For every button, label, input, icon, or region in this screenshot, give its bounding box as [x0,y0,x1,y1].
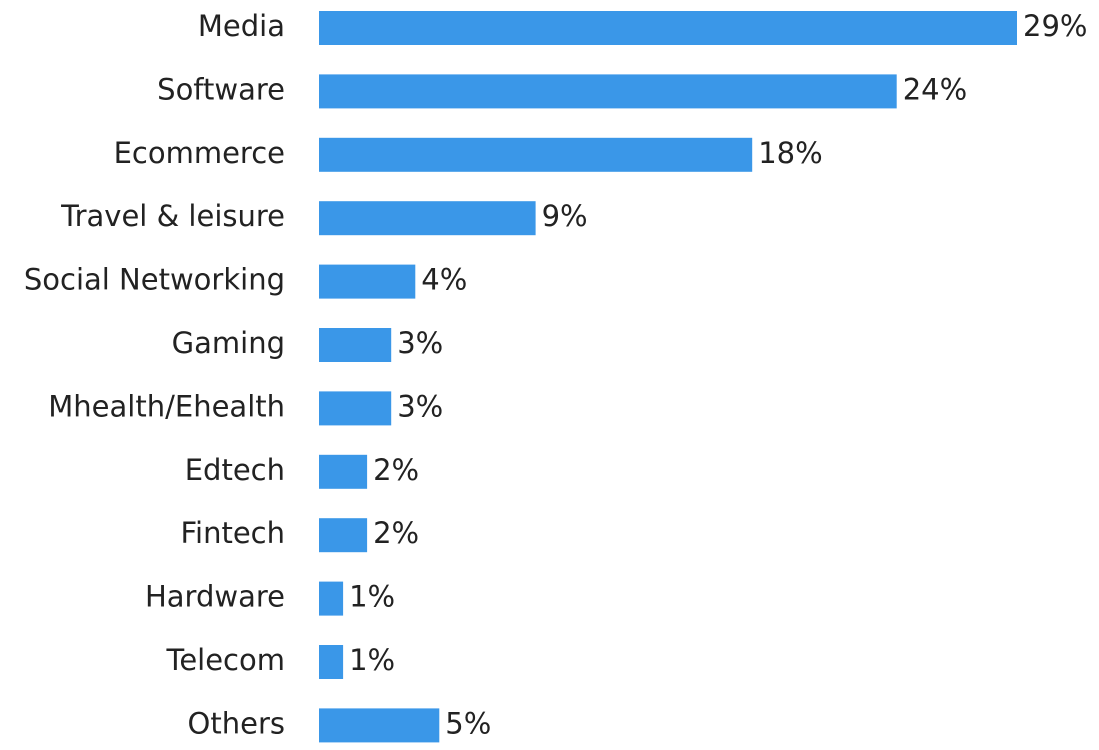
category-label-others: Others [188,706,285,740]
value-label-social-networking: 4% [421,263,467,297]
bar-gaming [319,328,392,362]
bar-others [319,708,440,743]
category-label-telecom: Telecom [166,643,285,677]
value-label-travel-leisure: 9% [542,199,588,233]
value-labels-group: 29% 24% 18% 9% 4% 3% 3% 2% 2% 1% 1% 5% [349,9,1087,740]
value-label-others: 5% [445,706,491,740]
category-label-ecommerce: Ecommerce [114,136,285,170]
bar-mhealth-ehealth [319,391,392,426]
category-label-hardware: Hardware [145,580,285,614]
category-label-edtech: Edtech [185,453,285,487]
value-label-telecom: 1% [349,643,395,677]
category-label-software: Software [157,72,285,106]
bar-travel-leisure [319,201,536,236]
value-label-edtech: 2% [373,453,419,487]
bar-media [319,11,1017,45]
value-label-gaming: 3% [397,326,443,360]
category-label-travel-leisure: Travel & leisure [60,199,285,233]
bar-fintech [319,518,368,553]
bar-edtech [319,454,368,489]
bar-software [319,74,897,109]
category-label-mhealth-ehealth: Mhealth/Ehealth [48,389,285,423]
bar-ecommerce [319,137,753,172]
value-label-media: 29% [1023,9,1087,43]
bars-group [319,11,1017,743]
category-label-social-networking: Social Networking [24,263,285,297]
bar-telecom [319,645,344,679]
value-label-hardware: 1% [349,580,395,614]
category-label-gaming: Gaming [172,326,285,360]
category-label-fintech: Fintech [180,516,285,550]
category-labels-group: Media Software Ecommerce Travel & leisure So… [24,9,285,740]
bar-social-networking [319,264,416,299]
value-label-software: 24% [903,72,967,106]
bar-hardware [319,581,344,616]
category-label-media: Media [198,9,285,43]
value-label-mhealth-ehealth: 3% [397,389,443,423]
value-label-fintech: 2% [373,516,419,550]
value-label-ecommerce: 18% [758,136,822,170]
